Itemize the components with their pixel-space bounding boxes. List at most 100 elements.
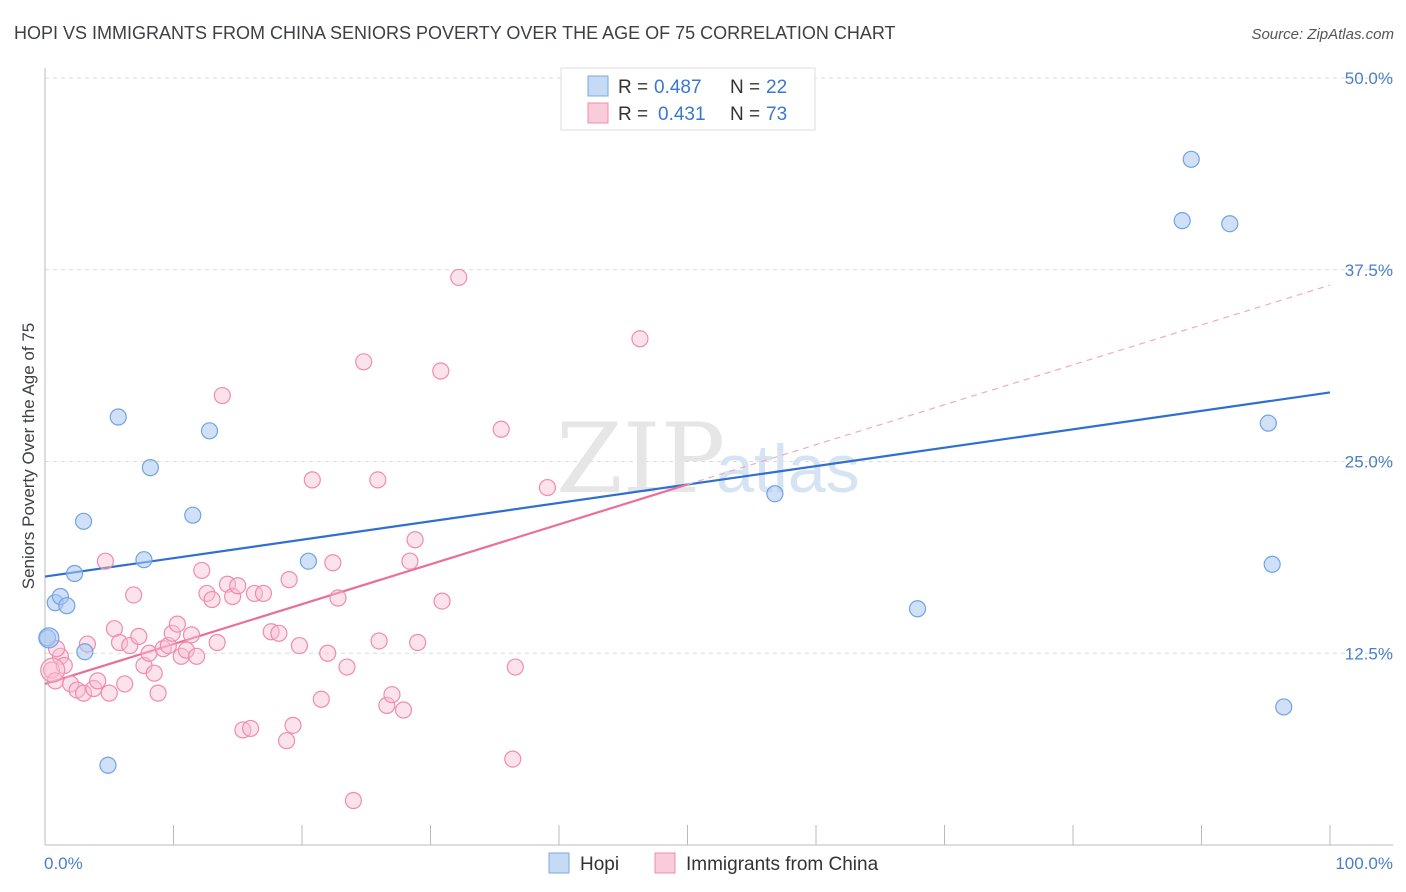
china-point	[344, 791, 362, 810]
china-point	[208, 633, 226, 652]
china-point	[42, 661, 61, 679]
china-point	[163, 624, 181, 642]
china-point	[242, 719, 260, 738]
hopi-point	[76, 643, 94, 661]
legend-n-label: N =	[730, 104, 760, 125]
china-point	[182, 626, 201, 644]
china-point	[433, 592, 451, 610]
hopi-point	[1182, 150, 1200, 168]
hopi-point	[908, 600, 927, 618]
y-tick-label: 37.5%	[1345, 261, 1393, 280]
china-point	[62, 675, 80, 693]
china-point	[303, 471, 321, 489]
china-point	[116, 675, 134, 693]
china-point	[504, 750, 522, 768]
hopi-point	[109, 408, 127, 426]
hopi-point	[1173, 212, 1191, 230]
y-tick-label: 12.5%	[1345, 644, 1393, 663]
china-point	[394, 701, 413, 719]
china-point	[270, 624, 288, 642]
hopi-point	[74, 512, 93, 530]
bottom-legend-swatch-hopi	[548, 852, 570, 874]
hopi-point	[1275, 698, 1293, 716]
legend-swatch-china	[587, 102, 609, 124]
china-point	[130, 627, 148, 645]
china-point	[245, 584, 264, 603]
china-point	[290, 636, 309, 655]
axes: 12.5% 25.0% 37.5% 50.0% 0.0% 100.0%	[44, 68, 1393, 873]
bottom-legend-swatch-china	[654, 852, 676, 874]
legend-n-value-hopi: 22	[766, 77, 787, 98]
china-point	[369, 471, 387, 489]
china-point	[538, 478, 557, 497]
hopi-point	[1263, 555, 1281, 573]
legend-r-value-china: 0.431	[658, 104, 706, 125]
x-tick-label-end: 100.0%	[1335, 854, 1393, 873]
china-point	[406, 531, 424, 549]
china-point	[355, 353, 373, 371]
legend-r-value-hopi: 0.487	[654, 77, 702, 98]
china-point	[319, 644, 337, 662]
bottom-legend: Hopi Immigrants from China	[548, 852, 879, 875]
hopi-point	[184, 506, 202, 524]
y-tick-label: 50.0%	[1345, 69, 1393, 88]
china-point	[338, 658, 356, 676]
china-point	[100, 684, 118, 702]
bottom-legend-china: Immigrants from China	[686, 854, 879, 875]
china-point	[96, 552, 114, 570]
china-point	[506, 658, 524, 676]
legend-n-label: N =	[730, 77, 760, 98]
china-trend-extension	[687, 284, 1331, 486]
watermark-zip: ZIP	[556, 403, 725, 515]
hopi-point-large	[38, 627, 60, 649]
legend-n-value-china: 73	[766, 104, 787, 125]
legend-swatch-hopi	[587, 75, 609, 97]
legend: R = 0.487 N = 22 R = 0.431 N = 73	[560, 67, 816, 131]
china-point	[280, 571, 298, 589]
china-point	[450, 268, 468, 287]
china-point	[188, 647, 206, 665]
china-point	[110, 633, 129, 652]
hopi-point	[200, 422, 219, 440]
china-point	[432, 362, 450, 380]
china-trend-line	[44, 483, 688, 685]
china-point	[383, 686, 401, 704]
legend-r-label: R =	[618, 104, 648, 125]
chart-title: HOPI VS IMMIGRANTS FROM CHINA SENIORS PO…	[14, 23, 896, 43]
hopi-point	[299, 552, 318, 570]
china-point	[284, 716, 302, 734]
chart-source: Source: ZipAtlas.com	[1251, 26, 1394, 43]
china-point	[168, 615, 186, 633]
china-point	[378, 696, 396, 715]
hopi-point	[135, 551, 153, 569]
china-point	[89, 672, 107, 690]
china-point	[154, 640, 172, 658]
x-tick-label-start: 0.0%	[44, 854, 83, 873]
china-point	[177, 641, 195, 659]
hopi-point	[58, 597, 76, 615]
china-point	[492, 420, 510, 438]
y-axis-label: Seniors Poverty Over the Age of 75	[19, 323, 38, 589]
china-point	[409, 633, 427, 652]
china-point	[254, 584, 273, 603]
china-point	[74, 684, 93, 702]
legend-r-label: R =	[618, 77, 648, 98]
hopi-point	[766, 485, 784, 503]
watermark-atlas: atlas	[716, 431, 860, 507]
china-point	[329, 589, 347, 607]
china-point	[631, 330, 649, 348]
china-point	[121, 636, 139, 655]
hopi-point	[65, 564, 84, 583]
china-point	[203, 590, 221, 609]
hopi-point	[99, 756, 117, 774]
china-point-large	[40, 657, 66, 683]
china-point	[401, 552, 419, 570]
china-point	[149, 684, 167, 702]
china-point	[370, 632, 388, 650]
china-point	[324, 554, 342, 572]
china-point	[312, 690, 330, 708]
hopi-point	[141, 459, 159, 477]
china-point	[229, 577, 247, 595]
bottom-legend-hopi: Hopi	[580, 854, 619, 875]
